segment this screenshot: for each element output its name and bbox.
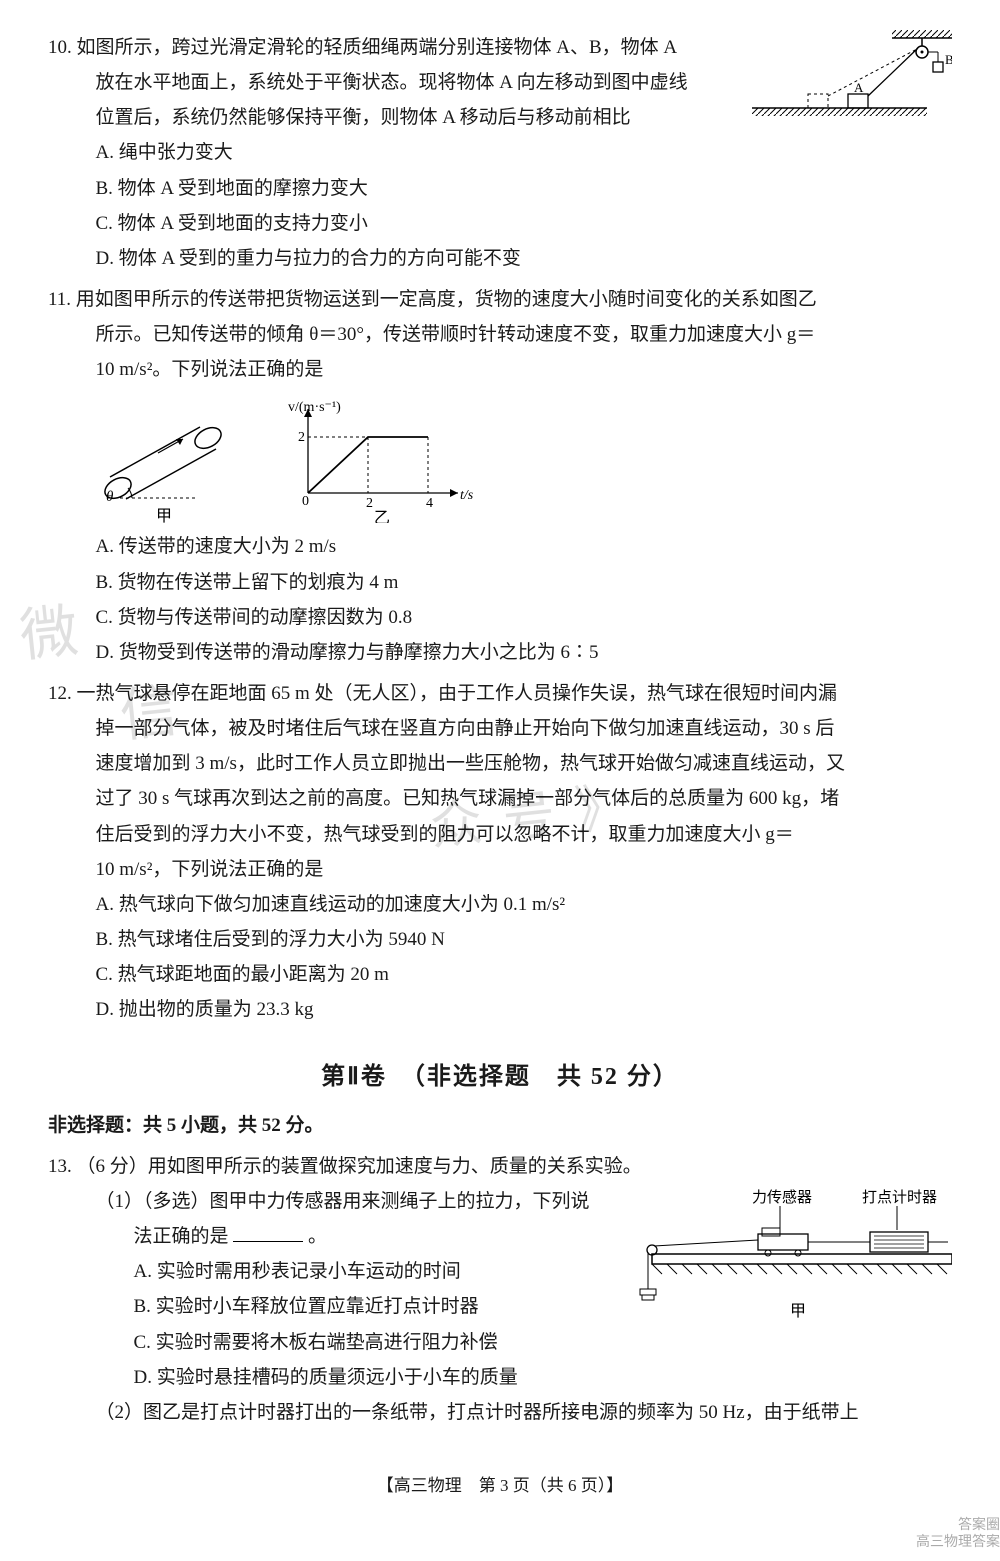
q10-label-a: A: [854, 80, 864, 95]
q12-stem-2: 掉一部分气体，被及时堵住后气球在竖直方向由静止开始向下做匀加速直线运动，30 s…: [48, 711, 952, 746]
q13-number: 13.: [48, 1156, 72, 1177]
q13-figure: 力传感器 打点计时器: [612, 1184, 952, 1324]
q12-stem-4: 过了 30 s 气球再次到达之前的高度。已知热气球漏掉一部分气体后的总质量为 6…: [48, 781, 952, 816]
q11-option-b: B. 货物在传送带上留下的划痕为 4 m: [96, 565, 953, 600]
q10-option-a: A. 绳中张力变大: [96, 135, 953, 170]
q10-option-b: B. 物体 A 受到地面的摩擦力变大: [96, 171, 953, 206]
q11-stem-2: 所示。已知传送带的倾角 θ＝30°，传送带顺时针转动速度不变，取重力加速度大小 …: [48, 317, 952, 352]
q13-p2: （2）图乙是打点计时器打出的一条纸带，打点计时器所接电源的频率为 50 Hz，由…: [96, 1402, 859, 1423]
section-2-sub: 非选择题：共 5 小题，共 52 分。: [48, 1108, 952, 1143]
q11-stem-1: 用如图甲所示的传送带把货物运送到一定高度，货物的速度大小随时间变化的关系如图乙: [76, 289, 817, 310]
q12-stem-5: 住后受到的浮力大小不变，热气球受到的阻力可以忽略不计，取重力加速度大小 g＝: [48, 817, 952, 852]
q10-number: 10.: [48, 37, 72, 58]
q13-option-d: D. 实验时悬挂槽码的质量须远小于小车的质量: [134, 1360, 953, 1395]
q11-ylabel: v/(m·s⁻¹): [288, 400, 341, 415]
q11-xtick-4: 4: [426, 496, 433, 511]
q10-option-c: C. 物体 A 受到地面的支持力变小: [96, 206, 953, 241]
q11-option-c: C. 货物与传送带间的动摩擦因数为 0.8: [96, 600, 953, 635]
q12-stem-3: 速度增加到 3 m/s，此时工作人员立即抛出一些压舱物，热气球开始做匀减速直线运…: [48, 746, 952, 781]
question-11: 11. 用如图甲所示的传送带把货物运送到一定高度，货物的速度大小随时间变化的关系…: [48, 282, 952, 670]
section-2-title: 第Ⅱ卷 （非选择题 共 52 分）: [48, 1055, 952, 1099]
q11-theta-label: θ: [106, 489, 114, 505]
q11-option-a: A. 传送带的速度大小为 2 m/s: [96, 529, 953, 564]
q12-stem-6: 10 m/s²，下列说法正确的是: [48, 852, 952, 887]
q12-option-a: A. 热气球向下做匀加速直线运动的加速度大小为 0.1 m/s²: [96, 887, 953, 922]
question-13: 13. （6 分）用如图甲所示的装置做探究加速度与力、质量的关系实验。 力传感器…: [48, 1149, 952, 1430]
q11-option-d: D. 货物受到传送带的滑动摩擦力与静摩擦力大小之比为 6∶5: [96, 635, 953, 670]
q12-option-d: D. 抛出物的质量为 23.3 kg: [96, 992, 953, 1027]
q11-caption-right: 乙: [374, 510, 390, 523]
q10-stem-1: 如图所示，跨过光滑定滑轮的轻质细绳两端分别连接物体 A、B，物体 A: [77, 37, 678, 58]
question-12: 12. 一热气球悬停在距地面 65 m 处（无人区），由于工作人员操作失误，热气…: [48, 676, 952, 1027]
q12-number: 12.: [48, 683, 72, 704]
q13-label-timer: 打点计时器: [862, 1189, 937, 1206]
q11-origin: 0: [302, 494, 309, 509]
q13-blank[interactable]: [233, 1223, 303, 1242]
q11-xlabel: t/s: [460, 488, 474, 503]
q13-p1b: 法正确的是: [134, 1226, 229, 1247]
page-footer: 【高三物理 第 3 页（共 6 页）】: [48, 1470, 952, 1501]
q13-p1b-suffix: 。: [308, 1226, 327, 1247]
q10-option-d: D. 物体 A 受到的重力与拉力的合力的方向可能不变: [96, 241, 953, 276]
q12-option-b: B. 热气球堵住后受到的浮力大小为 5940 N: [96, 922, 953, 957]
q11-figure: θ 甲 v/(m·s⁻¹) t/s 2 0 2 4: [48, 393, 952, 523]
corner-l1: 答案圈: [916, 1518, 1000, 1535]
q11-caption-left: 甲: [156, 508, 172, 523]
q12-option-c: C. 热气球距地面的最小距离为 20 m: [96, 957, 953, 992]
q12-stem-1: 一热气球悬停在距地面 65 m 处（无人区），由于工作人员操作失误，热气球在很短…: [77, 683, 838, 704]
q13-p1a: （1）（多选）图甲中力传感器用来测绳子上的拉力，下列说: [96, 1191, 590, 1212]
q13-option-c: C. 实验时需要将木板右端垫高进行阻力补偿: [134, 1325, 953, 1360]
corner-watermark: 答案圈 高三物理答案: [916, 1518, 1000, 1552]
q11-xtick-2: 2: [366, 496, 373, 511]
q11-number: 11.: [48, 289, 71, 310]
q13-label-sensor: 力传感器: [752, 1189, 812, 1206]
q10-label-b: B: [945, 52, 952, 67]
question-10: B A 10. 如图所示，跨过光滑定滑轮的轻质细绳两端分别连接物体 A、B，物体…: [48, 30, 952, 276]
q13-caption: 甲: [790, 1303, 806, 1320]
q11-ytick-2: 2: [298, 430, 305, 445]
corner-l2: 高三物理答案: [916, 1535, 1000, 1552]
q10-figure: B A: [752, 30, 952, 120]
q13-stem: （6 分）用如图甲所示的装置做探究加速度与力、质量的关系实验。: [77, 1156, 642, 1177]
q11-stem-3: 10 m/s²。下列说法正确的是: [48, 352, 952, 387]
